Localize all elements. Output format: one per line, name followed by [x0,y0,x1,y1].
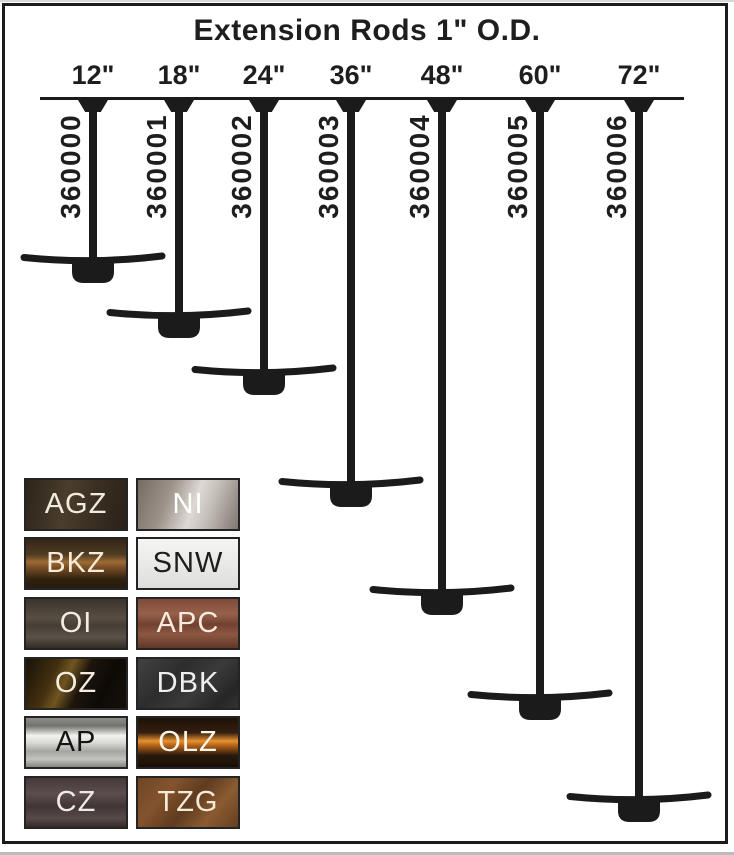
rod-size-label: 60" [518,60,562,90]
finish-swatch-snw: SNW [136,537,240,590]
page-border [2,3,728,844]
ceiling-fan-icon [20,252,166,283]
light-kit-icon [158,318,200,338]
downrod [635,99,643,802]
rod-part-number: 360003 [313,113,344,219]
finish-code-label: AP [55,726,97,758]
rod-part-number: 360001 [141,113,172,219]
fan-blades-icon [106,307,252,320]
ceiling-line [40,97,684,100]
light-kit-icon [330,487,372,507]
fan-blades-icon [191,364,337,377]
page-top-edge [0,0,734,2]
rod-size-label: 12" [71,60,115,90]
downrod [89,99,97,263]
rod-size-label: 36" [329,60,373,90]
downrod [175,99,183,318]
finish-code-label: APC [156,607,220,639]
finish-code-label: OLZ [158,726,218,758]
light-kit-icon [243,375,285,395]
finish-code-label: OZ [54,667,98,699]
finish-swatch-olz: OLZ [136,716,240,769]
fan-blades-icon [369,584,515,597]
rod-part-number: 360006 [601,113,632,219]
finish-swatch-ni: NI [136,478,240,531]
downrod [536,99,544,700]
downrod [260,99,268,375]
finish-swatch-cz: CZ [24,776,128,829]
finish-swatch-oz: OZ [24,657,128,710]
ceiling-fan-icon [566,791,712,822]
fan-blades-icon [467,689,613,702]
light-kit-icon [618,802,660,822]
finish-code-label: AGZ [44,488,108,520]
rod-size-label: 24" [242,60,286,90]
downrod [438,99,446,595]
ceiling-fan-icon [106,307,252,338]
rod-part-number: 360002 [226,113,257,219]
rod-size-label: 18" [157,60,201,90]
finish-swatch-apc: APC [136,597,240,650]
finish-swatch-ap: AP [24,716,128,769]
finish-code-label: NI [172,488,204,520]
page-title: Extension Rods 1" O.D. [193,14,541,47]
fan-blades-icon [566,791,712,804]
page-bottom-edge [0,852,734,855]
downrod [347,99,355,487]
light-kit-icon [519,700,561,720]
light-kit-icon [421,595,463,615]
finish-swatch-agz: AGZ [24,478,128,531]
finish-swatch-dbk: DBK [136,657,240,710]
rod-part-number: 360000 [55,113,86,219]
finish-code-label: DBK [156,667,220,699]
finish-swatch-bkz: BKZ [24,537,128,590]
finish-code-label: OI [59,607,93,639]
finish-swatch-oi: OI [24,597,128,650]
rod-part-number: 360004 [404,113,435,219]
finish-code-label: TZG [157,786,219,818]
finish-code-label: BKZ [46,547,106,579]
finish-code-label: CZ [55,786,97,818]
rod-size-label: 48" [420,60,464,90]
ceiling-fan-icon [369,584,515,615]
ceiling-fan-icon [278,476,424,507]
finish-code-label: SNW [152,547,224,579]
rod-part-number: 360005 [502,113,533,219]
fan-blades-icon [278,476,424,489]
ceiling-fan-icon [467,689,613,720]
ceiling-fan-icon [191,364,337,395]
finish-swatch-tzg: TZG [136,776,240,829]
fan-blades-icon [20,252,166,265]
rod-size-label: 72" [617,60,661,90]
light-kit-icon [72,263,114,283]
